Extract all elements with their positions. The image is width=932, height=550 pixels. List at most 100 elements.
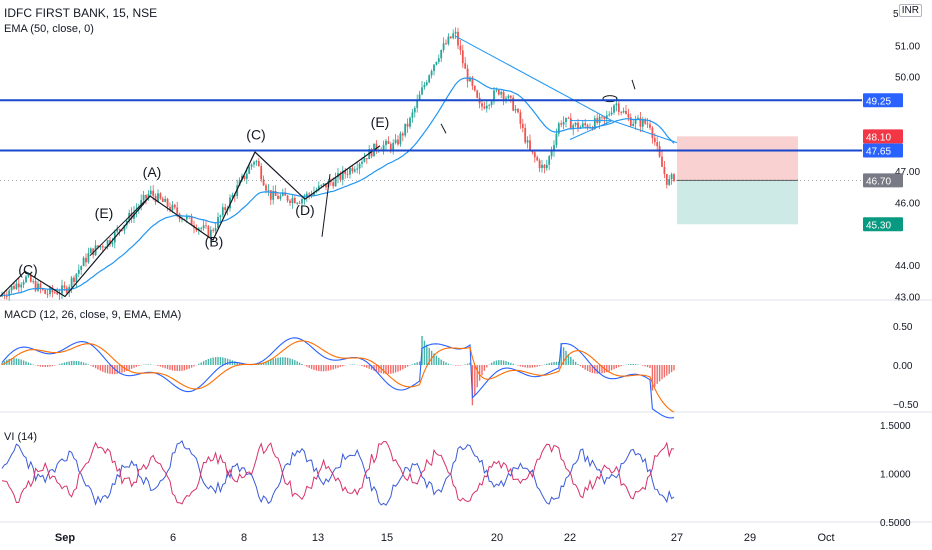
- candle-body: [8, 290, 11, 297]
- candle-body: [629, 117, 632, 126]
- candle-body: [550, 151, 553, 157]
- candle-body: [137, 206, 140, 210]
- candle-body: [25, 276, 27, 283]
- candle-body: [344, 170, 347, 174]
- candle-body: [176, 207, 179, 214]
- wave-leg-line: [321, 173, 331, 237]
- candle-body: [425, 82, 428, 85]
- candle-body: [447, 36, 450, 45]
- triangle-pattern: [569, 120, 613, 140]
- candle-body: [219, 215, 222, 218]
- candle-body: [248, 166, 251, 174]
- time-tick-label: 20: [491, 532, 503, 544]
- tick-mark: [631, 79, 636, 90]
- candle-body: [656, 142, 659, 147]
- time-tick-label: 29: [744, 532, 756, 544]
- price-badge: [863, 217, 903, 232]
- candle-body: [154, 195, 157, 202]
- candle-body: [651, 127, 654, 139]
- macd-pane: [1, 335, 675, 419]
- candle-body: [320, 185, 323, 186]
- currency-badge[interactable]: INR: [898, 4, 922, 17]
- candle-body: [649, 124, 651, 128]
- candle-body: [557, 123, 560, 134]
- price-tick-label: 43.00: [895, 293, 920, 304]
- candle-body: [471, 77, 474, 86]
- candle-body: [111, 242, 114, 245]
- candle-body: [262, 179, 265, 186]
- candle-body: [329, 181, 332, 183]
- candle-body: [507, 95, 510, 99]
- candle-body: [435, 61, 438, 65]
- candle-body: [260, 166, 263, 180]
- price-badge-label: 47.65: [866, 146, 891, 157]
- candle-body: [279, 195, 282, 199]
- candle-body: [495, 89, 498, 91]
- candle-body: [620, 112, 623, 113]
- candle-body: [603, 116, 606, 119]
- candle-body: [166, 198, 169, 207]
- ema-legend[interactable]: EMA (50, close, 0): [4, 23, 94, 35]
- candle-body: [231, 194, 234, 198]
- price-badge-label: 48.10: [866, 132, 891, 143]
- candle-body: [341, 170, 344, 180]
- candle-body: [529, 140, 531, 151]
- wave-leg-line: [89, 195, 151, 257]
- candle-body: [605, 115, 608, 119]
- candle-body: [457, 31, 459, 46]
- wave-label: (D): [295, 202, 314, 218]
- candle-body: [56, 292, 59, 295]
- candle-body: [257, 161, 260, 167]
- candle-body: [418, 94, 421, 100]
- candle-body: [430, 71, 433, 76]
- drawings-layer[interactable]: (C) (E) (A) (B) (C) (D) (E): [0, 35, 678, 298]
- candle-body: [97, 245, 99, 248]
- candle-body: [543, 164, 546, 169]
- candle-body: [406, 123, 409, 127]
- candle-body: [349, 167, 351, 175]
- candle-body: [459, 45, 462, 51]
- candle-body: [317, 185, 320, 191]
- candle-body: [358, 163, 361, 169]
- candle-body: [601, 116, 603, 118]
- candle-body: [363, 158, 366, 162]
- macd-legend[interactable]: MACD (12, 26, close, 9, EMA, EMA): [4, 309, 182, 321]
- candle-body: [87, 253, 90, 263]
- candle-body: [584, 123, 587, 126]
- candle-body: [164, 198, 167, 202]
- candle-body: [209, 229, 212, 238]
- candle-body: [483, 106, 486, 109]
- candle-body: [145, 195, 147, 199]
- horizontal-levels[interactable]: [0, 99, 862, 181]
- candle-body: [440, 49, 443, 59]
- candle-body: [339, 173, 342, 180]
- position-tool[interactable]: [677, 136, 798, 225]
- candle-body: [298, 202, 301, 204]
- candle-body: [171, 204, 174, 211]
- candle-body: [173, 204, 176, 208]
- candle-body: [277, 195, 279, 199]
- candle-body: [553, 145, 555, 152]
- candle-body: [536, 157, 539, 161]
- candle-body: [569, 118, 572, 130]
- vi-legend[interactable]: VI (14): [4, 431, 38, 443]
- candle-body: [109, 240, 111, 245]
- candle-body: [389, 143, 392, 150]
- candle-body: [322, 183, 325, 186]
- candle-body: [473, 85, 476, 91]
- candle-body: [346, 173, 349, 175]
- price-tick-label: 51.00: [895, 41, 920, 52]
- symbol-legend[interactable]: IDFC FIRST BANK, 15, NSE: [4, 6, 158, 20]
- candle-body: [92, 248, 95, 256]
- candle-body: [224, 207, 227, 211]
- price-badge: [863, 129, 903, 144]
- vi-tick-label: 1.0000: [880, 470, 911, 481]
- candle-body: [274, 190, 277, 196]
- candle-body: [185, 216, 188, 220]
- candle-body: [5, 295, 8, 297]
- candle-body: [82, 257, 85, 267]
- candle-body: [75, 273, 78, 283]
- candle-body: [577, 122, 579, 129]
- candle-body: [22, 282, 25, 285]
